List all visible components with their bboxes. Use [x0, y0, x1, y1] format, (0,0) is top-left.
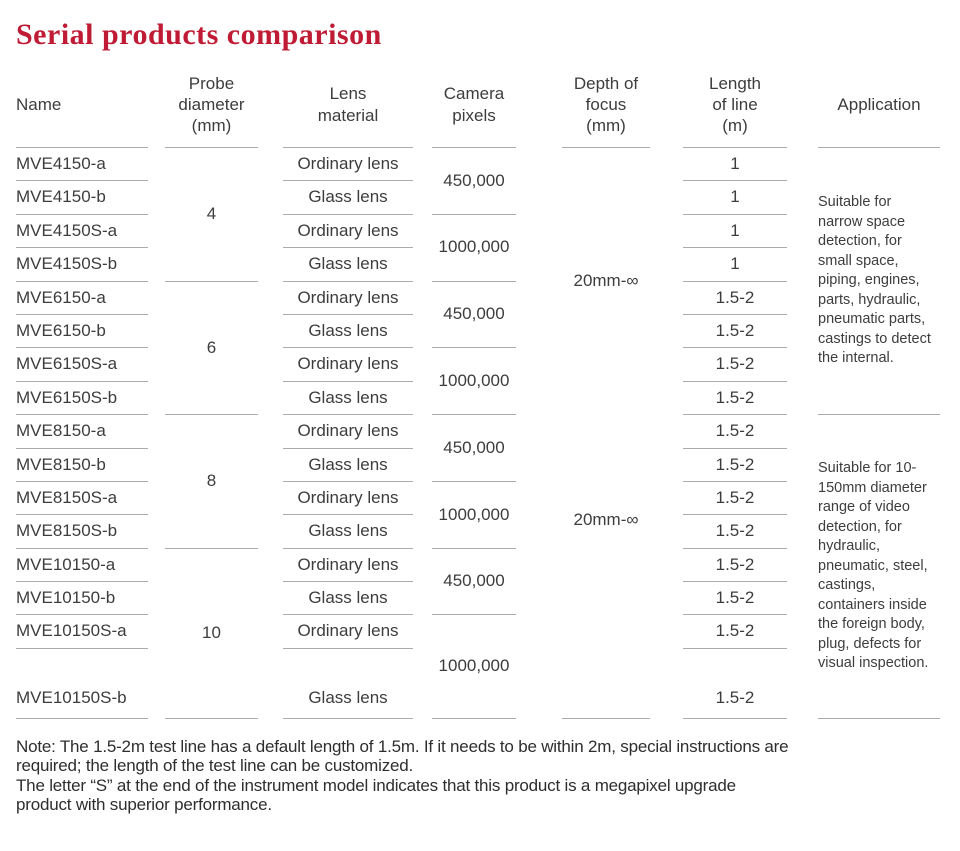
lens-material-cell: Glass lens: [283, 649, 413, 719]
line-length-cell: 1: [683, 148, 787, 182]
line-length-cell: 1.5-2: [683, 382, 787, 416]
lens-material-cell: Glass lens: [283, 382, 413, 416]
product-name-cell: MVE4150S-b: [16, 248, 148, 282]
lens-material-cell: Ordinary lens: [283, 148, 413, 182]
product-name-cell: MVE8150-b: [16, 449, 148, 482]
line-length-cell: 1.5-2: [683, 549, 787, 583]
line-length-cell: 1.5-2: [683, 449, 787, 482]
product-name-cell: MVE8150-a: [16, 415, 148, 449]
depth-of-focus-value: 20mm-∞: [573, 271, 639, 291]
application-cell: Suitable for 10-150mm diameter range of …: [818, 415, 940, 719]
line-length-cell: 1.5-2: [683, 348, 787, 382]
col-header-lens-material: Lens material: [283, 62, 413, 148]
col-header-depth-of-focus: Depth of focus (mm): [562, 62, 650, 148]
lens-material-cell: Ordinary lens: [283, 615, 413, 649]
camera-pixels-cell: 450,000: [432, 549, 516, 616]
product-name-cell: MVE4150S-a: [16, 215, 148, 249]
camera-pixels-cell: 450,000: [432, 282, 516, 349]
line-length-cell: 1.5-2: [683, 315, 787, 349]
lens-material-cell: Ordinary lens: [283, 215, 413, 249]
line-length-cell: 1: [683, 215, 787, 249]
camera-pixels-cell: 1000,000: [432, 615, 516, 719]
line-length-cell: 1: [683, 181, 787, 215]
lens-material-cell: Ordinary lens: [283, 282, 413, 315]
lens-material-cell: Ordinary lens: [283, 348, 413, 382]
lens-material-cell: Ordinary lens: [283, 415, 413, 449]
line-length-cell: 1: [683, 248, 787, 282]
col-header-length-of-line: Length of line (m): [683, 62, 787, 148]
camera-pixels-cell: 1000,000: [432, 348, 516, 416]
camera-pixels-cell: 450,000: [432, 148, 516, 215]
product-name-cell: MVE6150-a: [16, 282, 148, 315]
probe-diameter-cell: 8: [165, 415, 258, 549]
lens-material-cell: Glass lens: [283, 515, 413, 549]
product-name-cell: MVE4150-a: [16, 148, 148, 182]
product-name-cell: MVE10150-a: [16, 549, 148, 583]
probe-diameter-cell: 10: [165, 549, 258, 719]
lens-material-cell: Glass lens: [283, 582, 413, 616]
product-name-cell: MVE6150S-b: [16, 382, 148, 416]
camera-pixels-cell: 1000,000: [432, 215, 516, 282]
comparison-table: Name Probe diameter (mm) Lens material C…: [16, 62, 960, 719]
product-name-cell: MVE8150S-a: [16, 482, 148, 516]
line-length-cell: 1.5-2: [683, 649, 787, 719]
col-header-name: Name: [16, 62, 148, 148]
line-length-cell: 1.5-2: [683, 515, 787, 549]
col-header-application: Application: [818, 62, 940, 148]
camera-pixels-cell: 1000,000: [432, 482, 516, 549]
line-length-cell: 1.5-2: [683, 282, 787, 315]
depth-of-focus-value: 20mm-∞: [573, 510, 639, 530]
page-title: Serial products comparison: [16, 18, 382, 51]
line-length-cell: 1.5-2: [683, 582, 787, 616]
product-name-cell: MVE8150S-b: [16, 515, 148, 549]
lens-material-cell: Glass lens: [283, 181, 413, 215]
application-cell: Suitable for narrow space detection, for…: [818, 148, 940, 416]
lens-material-cell: Ordinary lens: [283, 482, 413, 516]
probe-diameter-cell: 6: [165, 282, 258, 416]
camera-pixels-cell: 450,000: [432, 415, 516, 482]
line-length-cell: 1.5-2: [683, 415, 787, 449]
lens-material-cell: Glass lens: [283, 248, 413, 282]
depth-of-focus-cell: 20mm-∞: [562, 148, 650, 415]
depth-of-focus-cell: 20mm-∞: [562, 415, 650, 719]
product-name-cell: MVE10150S-a: [16, 615, 148, 649]
lens-material-cell: Glass lens: [283, 449, 413, 482]
col-header-camera-pixels: Camera pixels: [432, 62, 516, 148]
footnote: Note: The 1.5-2m test line has a default…: [16, 736, 789, 815]
product-name-cell: MVE6150S-a: [16, 348, 148, 382]
lens-material-cell: Glass lens: [283, 315, 413, 349]
line-length-cell: 1.5-2: [683, 615, 787, 649]
lens-material-cell: Ordinary lens: [283, 549, 413, 583]
line-length-cell: 1.5-2: [683, 482, 787, 516]
product-name-cell: MVE4150-b: [16, 181, 148, 215]
product-name-cell: MVE6150-b: [16, 315, 148, 349]
product-name-cell: MVE10150S-b: [16, 649, 148, 719]
col-header-probe-diameter: Probe diameter (mm): [165, 62, 258, 148]
product-name-cell: MVE10150-b: [16, 582, 148, 616]
probe-diameter-cell: 4: [165, 148, 258, 282]
